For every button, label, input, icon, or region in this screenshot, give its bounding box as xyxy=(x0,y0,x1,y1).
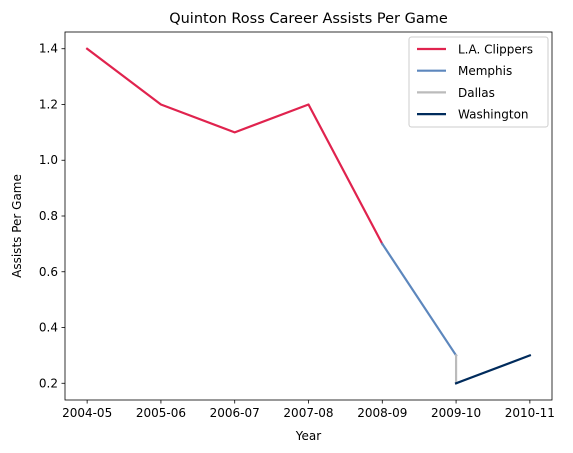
y-tick-label: 1.2 xyxy=(39,97,58,111)
chart-title: Quinton Ross Career Assists Per Game xyxy=(169,11,448,27)
y-tick-label: 1.0 xyxy=(39,153,58,167)
legend-label: L.A. Clippers xyxy=(458,43,533,57)
series-line-washington xyxy=(456,355,530,383)
x-tick-label: 2009-10 xyxy=(431,406,481,420)
series-line-l-a-clippers xyxy=(87,49,382,244)
x-axis-ticks: 2004-05 2005-06 2006-07 2007-08 2008-09 2009-… xyxy=(62,400,555,420)
y-axis-label: Assists Per Game xyxy=(10,174,24,278)
x-tick-label: 2004-05 xyxy=(62,406,112,420)
x-tick-label: 2005-06 xyxy=(136,406,186,420)
y-tick-label: 0.4 xyxy=(39,321,58,335)
legend-label: Dallas xyxy=(458,86,495,100)
y-tick-label: 0.2 xyxy=(39,376,58,390)
series-line-memphis xyxy=(382,244,456,356)
x-tick-label: 2008-09 xyxy=(357,406,407,420)
y-tick-label: 1.4 xyxy=(39,42,58,56)
x-tick-label: 2006-07 xyxy=(210,406,260,420)
x-axis-label: Year xyxy=(295,429,321,443)
y-tick-label: 0.6 xyxy=(39,265,58,279)
x-tick-label: 2010-11 xyxy=(505,406,555,420)
legend-label: Memphis xyxy=(458,64,512,78)
legend: L.A. Clippers Memphis Dallas Washington xyxy=(409,37,548,127)
legend-label: Washington xyxy=(458,108,529,122)
x-tick-label: 2007-08 xyxy=(283,406,333,420)
y-axis-ticks: 0.2 0.4 0.6 0.8 1.0 1.2 1.4 xyxy=(39,42,65,391)
y-tick-label: 0.8 xyxy=(39,209,58,223)
